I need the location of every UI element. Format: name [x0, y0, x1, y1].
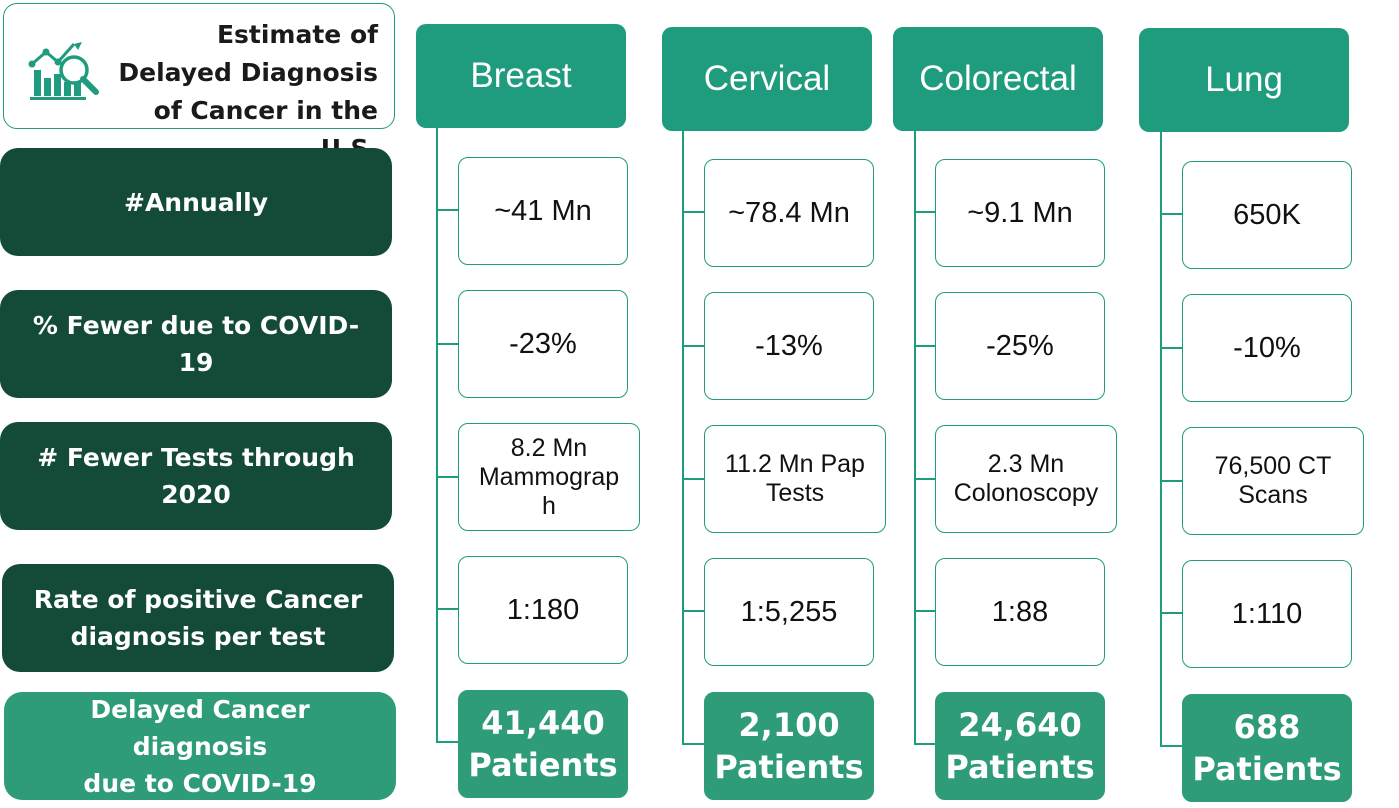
title-box: Estimate of Delayed Diagnosis of Cancer …: [3, 3, 395, 163]
connector-line: [914, 345, 936, 347]
connector-line: [914, 128, 916, 744]
connector-line: [1160, 480, 1182, 482]
connector-line: [682, 128, 684, 744]
connector-line: [1160, 745, 1182, 747]
cell-cervical-fewer-percent: -13%: [704, 292, 874, 400]
cell-cervical-annually: ~78.4 Mn: [704, 159, 874, 267]
cell-value: 650K: [1233, 199, 1301, 231]
cell-value: Colonoscopy: [953, 479, 1099, 507]
cell-colorectal-fewer-percent: -25%: [935, 292, 1105, 400]
cell-value: Patients: [714, 748, 864, 786]
row-label-annually: #Annually: [0, 148, 392, 256]
category-name: Cervical: [703, 59, 831, 98]
cell-lung-delayed-patients: 688 Patients: [1182, 694, 1352, 802]
connector-line: [1160, 612, 1182, 614]
row-label-text: Delayed Cancer diagnosis: [90, 694, 310, 761]
cell-colorectal-positive-rate: 1:88: [935, 558, 1105, 666]
cell-value: 76,500 CT: [1214, 452, 1332, 480]
category-header-colorectal: Colorectal: [893, 27, 1103, 131]
connector-line: [1160, 130, 1162, 746]
category-header-breast: Breast: [416, 24, 626, 128]
row-label-text: 2020: [161, 480, 231, 509]
title-line: Estimate of: [216, 20, 378, 49]
connector-line: [682, 211, 704, 213]
category-header-lung: Lung: [1139, 28, 1349, 132]
connector-line: [682, 610, 704, 612]
cell-lung-fewer-percent: -10%: [1182, 294, 1352, 402]
connector-line: [436, 608, 458, 610]
connector-line: [436, 209, 458, 211]
cell-value: 8.2 Mn: [510, 433, 588, 462]
cell-value: 1:5,255: [740, 596, 838, 628]
row-label-text: #Annually: [124, 187, 268, 217]
category-header-cervical: Cervical: [662, 27, 872, 131]
cell-breast-delayed-patients: 41,440 Patients: [458, 690, 628, 798]
cell-value: -25%: [986, 330, 1054, 362]
analytics-chart-icon: [28, 42, 99, 100]
row-label-positive-rate: Rate of positive Cancer diagnosis per te…: [2, 564, 394, 672]
category-name: Breast: [470, 56, 572, 95]
cell-value: Patients: [945, 748, 1095, 786]
cell-breast-fewer-percent: -23%: [458, 290, 628, 398]
cell-value: 41,440: [481, 704, 605, 742]
connector-line: [436, 476, 458, 478]
title-line: Delayed Diagnosis: [118, 58, 378, 87]
connector-line: [914, 478, 936, 480]
cell-value: 2.3 Mn: [987, 450, 1065, 478]
connector-line: [682, 478, 704, 480]
page-title: Estimate of Delayed Diagnosis of Cancer …: [88, 16, 378, 168]
connector-line: [1160, 213, 1182, 215]
row-label-delayed-diagnosis: Delayed Cancer diagnosis due to COVID-19: [4, 692, 396, 800]
cell-value: Patients: [468, 746, 618, 784]
cell-value: -13%: [755, 330, 823, 362]
cell-colorectal-annually: ~9.1 Mn: [935, 159, 1105, 267]
row-label-text: Rate of positive Cancer: [33, 585, 363, 614]
connector-line: [436, 343, 458, 345]
cell-cervical-delayed-patients: 2,100 Patients: [704, 692, 874, 800]
cell-value: 2,100: [738, 706, 840, 744]
row-label-text: # Fewer Tests through: [37, 443, 355, 472]
cell-value: 24,640: [958, 706, 1082, 744]
connector-line: [436, 128, 438, 742]
cell-value: Tests: [765, 479, 825, 507]
connector-line: [914, 610, 936, 612]
row-label-text: due to COVID-19: [83, 768, 317, 798]
cell-lung-annually: 650K: [1182, 161, 1352, 269]
cell-cervical-positive-rate: 1:5,255: [704, 558, 874, 666]
row-label-text: diagnosis per test: [70, 622, 326, 651]
row-label-text: % Fewer due to COVID-19: [32, 311, 360, 377]
cell-value: 1:180: [506, 594, 580, 626]
connector-line: [436, 741, 458, 743]
cell-lung-fewer-tests: 76,500 CT Scans: [1182, 427, 1364, 535]
connector-line: [914, 211, 936, 213]
cell-cervical-fewer-tests: 11.2 Mn Pap Tests: [704, 425, 886, 533]
row-label-fewer-percent: % Fewer due to COVID-19: [0, 290, 392, 398]
cell-breast-annually: ~41 Mn: [458, 157, 628, 265]
cell-value: 1:110: [1231, 598, 1303, 630]
cell-value: h: [542, 491, 556, 520]
cell-value: Patients: [1192, 750, 1342, 788]
cell-value: ~78.4 Mn: [728, 197, 850, 229]
cell-value: -23%: [509, 328, 577, 360]
cell-breast-fewer-tests: 8.2 Mn Mammograp h: [458, 423, 640, 531]
row-label-fewer-tests: # Fewer Tests through 2020: [0, 422, 392, 530]
cell-lung-positive-rate: 1:110: [1182, 560, 1352, 668]
category-name: Colorectal: [919, 59, 1077, 98]
cell-value: -10%: [1233, 332, 1301, 364]
connector-line: [914, 743, 936, 745]
connector-line: [682, 743, 704, 745]
connector-line: [682, 345, 704, 347]
cell-value: Scans: [1238, 481, 1308, 509]
cell-value: 11.2 Mn Pap: [725, 450, 865, 478]
cell-breast-positive-rate: 1:180: [458, 556, 628, 664]
cell-value: 1:88: [991, 596, 1049, 628]
cell-value: Mammograp: [478, 462, 620, 491]
category-name: Lung: [1205, 60, 1283, 99]
cell-value: ~41 Mn: [494, 195, 592, 227]
cell-value: 688: [1233, 708, 1301, 746]
cell-colorectal-fewer-tests: 2.3 Mn Colonoscopy: [935, 425, 1117, 533]
cell-value: ~9.1 Mn: [967, 197, 1073, 229]
cell-colorectal-delayed-patients: 24,640 Patients: [935, 692, 1105, 800]
connector-line: [1160, 347, 1182, 349]
